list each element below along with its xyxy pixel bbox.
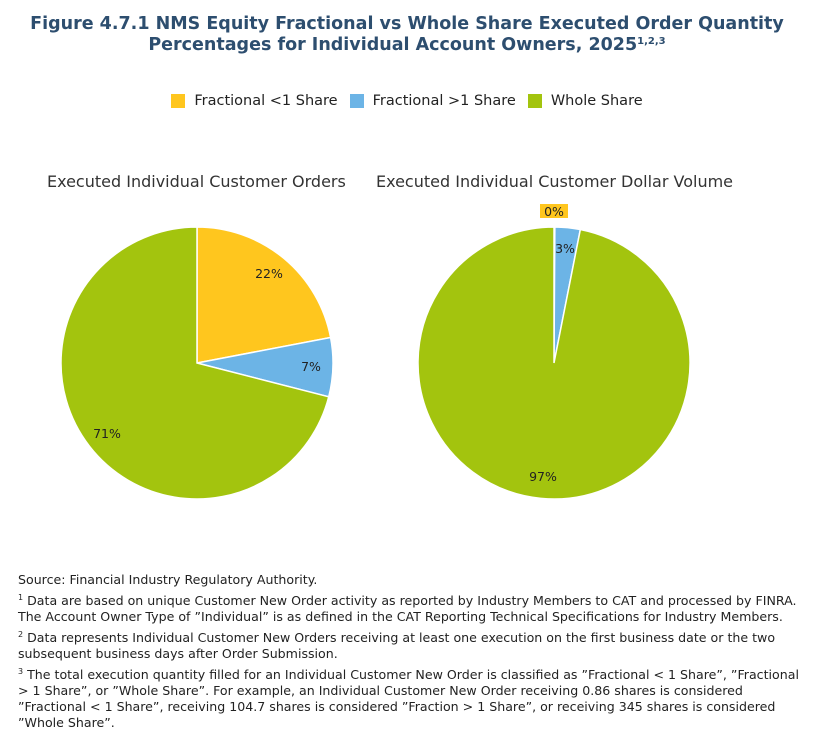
pie-dollar-volume-slice-whole-share [417,226,691,500]
legend: Fractional <1 Share Fractional >1 Share … [0,93,814,109]
pie-title-dollar-volume: Executed Individual Customer Dollar Volu… [376,172,734,191]
legend-label-whole-share: Whole Share [550,93,643,109]
pie-orders-label-fractional-gt1: 7% [301,359,321,374]
footnote-3: 3 The total execution quantity filled fo… [18,667,808,731]
footnote-2-text: Data represents Individual Customer New … [18,630,776,661]
pie-orders-slice-fractional-lt1 [196,226,332,364]
footnotes: Source: Financial Industry Regulatory Au… [18,572,808,736]
footnote-1-text: Data are based on unique Customer New Or… [18,593,797,624]
chart-title-footnote-marks: 1,2,3 [637,36,666,47]
pie-dollar-volume-label-bg-fractional-lt1 [540,204,568,218]
pie-title-orders: Executed Individual Customer Orders [47,172,346,191]
chart-title-line2-wrap: Percentages for Individual Account Owner… [0,35,814,56]
legend-item-whole-share: Whole Share [527,93,643,109]
footnote-1-mark: 1 [18,593,24,602]
chart-title-line2: Percentages for Individual Account Owner… [148,35,638,55]
legend-swatch-fractional-gt1 [349,94,364,108]
chart-title-line1: Figure 4.7.1 NMS Equity Fractional vs Wh… [30,14,784,34]
pie-orders-label-fractional-lt1: 22% [255,266,283,281]
source-note: Source: Financial Industry Regulatory Au… [18,572,318,587]
footnote-2-mark: 2 [18,630,24,639]
legend-swatch-whole-share [527,94,542,108]
legend-item-fractional-gt1: Fractional >1 Share [349,93,516,109]
pie-charts: 22% 7% 71% 0% 3% 97% [60,204,691,500]
legend-item-fractional-lt1: Fractional <1 Share [171,93,338,109]
footnote-2: 2 Data represents Individual Customer Ne… [18,630,808,662]
pie-dollar-volume-label-fractional-lt1: 0% [544,204,564,219]
footnote-3-mark: 3 [18,667,24,676]
footnote-3-text: The total execution quantity filled for … [18,667,799,730]
pie-dollar-volume-label-fractional-gt1: 3% [555,241,575,256]
pie-dollar-volume-label-whole-share: 97% [529,469,557,484]
legend-label-fractional-gt1: Fractional >1 Share [372,93,516,109]
legend-label-fractional-lt1: Fractional <1 Share [194,93,338,109]
legend-swatch-fractional-lt1 [171,94,186,108]
chart-title: Figure 4.7.1 NMS Equity Fractional vs Wh… [0,14,814,56]
footnote-1: 1 Data are based on unique Customer New … [18,593,808,625]
pie-orders-label-whole-share: 71% [93,426,121,441]
pie-orders-slice-whole-share [60,226,330,500]
